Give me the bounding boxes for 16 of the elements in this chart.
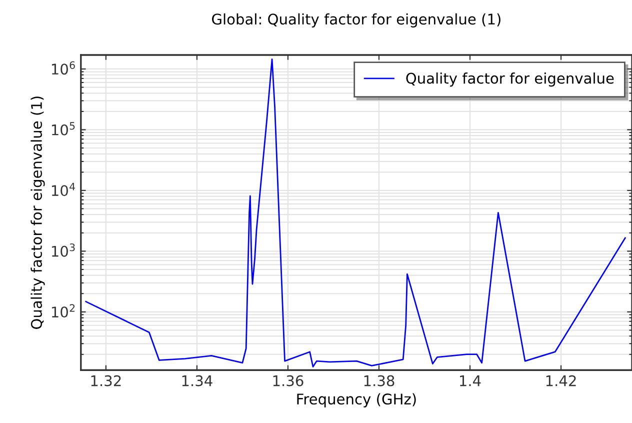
x-tick-label: 1.32 [91,375,121,386]
x-tick-label: 1.38 [364,375,394,386]
y-tick-label: 10$^{6}$ [52,61,75,75]
x-axis-title: Frequency (GHz) [297,393,416,408]
x-tick-label: 1.34 [182,375,212,386]
x-tick-label: 1.36 [273,375,304,386]
y-tick-label: 10$^{2}$ [52,304,75,318]
x-tick-label: 1.4 [460,375,481,386]
chart-title: Global: Quality factor for eigenvalue (1) [212,13,500,28]
y-tick-label: 10$^{3}$ [52,243,75,257]
legend-label: Quality factor for eigenvalue [406,72,614,87]
line-series [85,58,626,368]
y-tick-label: 10$^{5}$ [52,122,75,136]
y-tick-label: 10$^{4}$ [52,182,75,196]
x-tick-label: 1.42 [546,375,576,386]
y-axis-title: Quality factor for eigenvalue (1) [30,96,45,329]
